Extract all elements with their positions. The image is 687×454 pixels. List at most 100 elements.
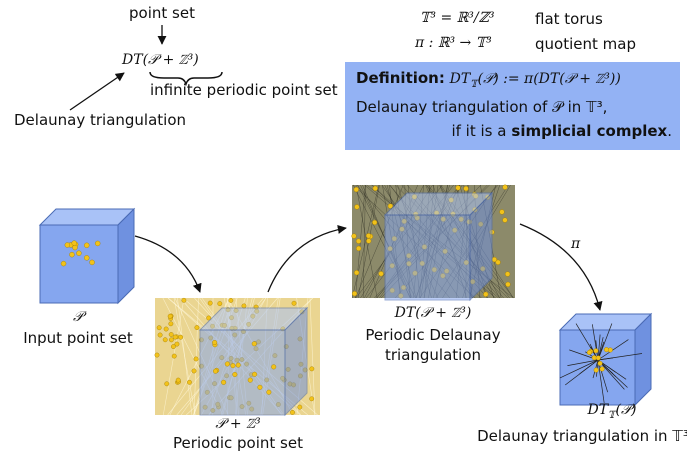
bold-text: simplicial complex xyxy=(511,122,667,140)
label: flat torus xyxy=(535,10,603,28)
point xyxy=(76,251,81,256)
point xyxy=(456,185,461,190)
point xyxy=(171,344,175,348)
point xyxy=(290,410,294,414)
point xyxy=(271,365,276,370)
point xyxy=(310,367,314,371)
point xyxy=(169,332,173,336)
heading: Definition: xyxy=(356,69,445,87)
diagram: point set DT(𝒫 + ℤ³) infinite periodic p… xyxy=(0,0,687,454)
definition-line: Delaunay triangulation of 𝒫 in 𝕋³, xyxy=(356,98,607,116)
point xyxy=(464,186,469,191)
point xyxy=(192,369,196,373)
point xyxy=(236,363,241,368)
point xyxy=(292,301,296,305)
point xyxy=(242,304,246,308)
point xyxy=(69,252,74,257)
formula-part: (𝒫) xyxy=(615,402,636,418)
caption: triangulation xyxy=(385,346,481,364)
cube-face xyxy=(385,215,470,300)
point xyxy=(354,270,359,275)
symbol: 𝒫 + ℤ³ xyxy=(215,416,260,432)
arrow-label: π xyxy=(571,236,580,252)
point xyxy=(252,372,257,377)
subscript: 𝕋 xyxy=(608,410,615,421)
point xyxy=(155,353,159,357)
label: infinite periodic point set xyxy=(150,81,338,99)
point xyxy=(169,322,173,326)
point xyxy=(604,347,609,352)
formula-part: DT xyxy=(450,71,471,87)
point xyxy=(352,291,357,296)
formula: DT𝕋(𝒫) := π(DT(𝒫 + ℤ³)) xyxy=(450,71,621,87)
point xyxy=(182,298,186,302)
label: Delaunay triangulation xyxy=(14,111,186,129)
point xyxy=(208,301,212,305)
definition-box: Definition: DT𝕋(𝒫) := π(DT(𝒫 + ℤ³)) Dela… xyxy=(345,62,680,150)
point xyxy=(212,340,217,345)
point xyxy=(72,241,77,246)
point xyxy=(61,261,66,266)
point xyxy=(354,205,359,210)
point xyxy=(503,185,508,190)
point xyxy=(84,255,89,260)
caption: Periodic point set xyxy=(173,434,303,452)
label: quotient map xyxy=(535,35,636,53)
point xyxy=(84,243,89,248)
point xyxy=(231,363,236,368)
arrow xyxy=(70,73,124,110)
subscript: 𝕋 xyxy=(470,79,477,90)
point xyxy=(65,243,70,248)
text: . xyxy=(667,122,672,140)
point xyxy=(195,325,199,329)
point xyxy=(594,368,599,373)
point xyxy=(596,356,601,361)
point xyxy=(366,239,371,244)
decoration xyxy=(40,185,651,415)
point xyxy=(225,362,230,367)
arrow xyxy=(520,224,600,310)
label: point set xyxy=(129,4,195,22)
point xyxy=(352,234,357,239)
point xyxy=(187,380,191,384)
point xyxy=(587,350,592,355)
formula: π : ℝ³ → 𝕋³ xyxy=(415,35,492,51)
point xyxy=(298,405,302,409)
caption: Input point set xyxy=(23,329,133,347)
point xyxy=(598,361,603,366)
point xyxy=(163,338,167,342)
arrow xyxy=(268,228,346,292)
formula-part: (𝒫) := π(DT(𝒫 + ℤ³)) xyxy=(478,71,621,87)
point xyxy=(229,298,233,302)
point xyxy=(252,341,257,346)
formula-part: DT xyxy=(587,402,608,418)
point xyxy=(95,241,100,246)
cube-face xyxy=(635,314,651,405)
point xyxy=(194,357,198,361)
point xyxy=(354,187,359,192)
point xyxy=(169,338,173,342)
point xyxy=(173,335,177,339)
caption: Delaunay triangulation in 𝕋³ xyxy=(477,427,687,445)
point xyxy=(483,292,488,297)
formula: DT(𝒫 + ℤ³) xyxy=(122,52,199,68)
point xyxy=(500,210,505,215)
point xyxy=(213,369,218,374)
point xyxy=(267,390,272,395)
cube-face xyxy=(40,225,118,303)
point xyxy=(221,380,226,385)
point xyxy=(594,348,599,353)
point xyxy=(165,382,169,386)
point xyxy=(356,246,361,251)
definition-line: Definition: DT𝕋(𝒫) := π(DT(𝒫 + ℤ³)) xyxy=(356,69,621,90)
point xyxy=(90,260,95,265)
point xyxy=(372,220,377,225)
point xyxy=(503,218,508,223)
point xyxy=(356,239,361,244)
point xyxy=(506,282,511,287)
point xyxy=(492,257,497,262)
point xyxy=(309,397,313,401)
point xyxy=(366,233,371,238)
point xyxy=(164,327,168,331)
